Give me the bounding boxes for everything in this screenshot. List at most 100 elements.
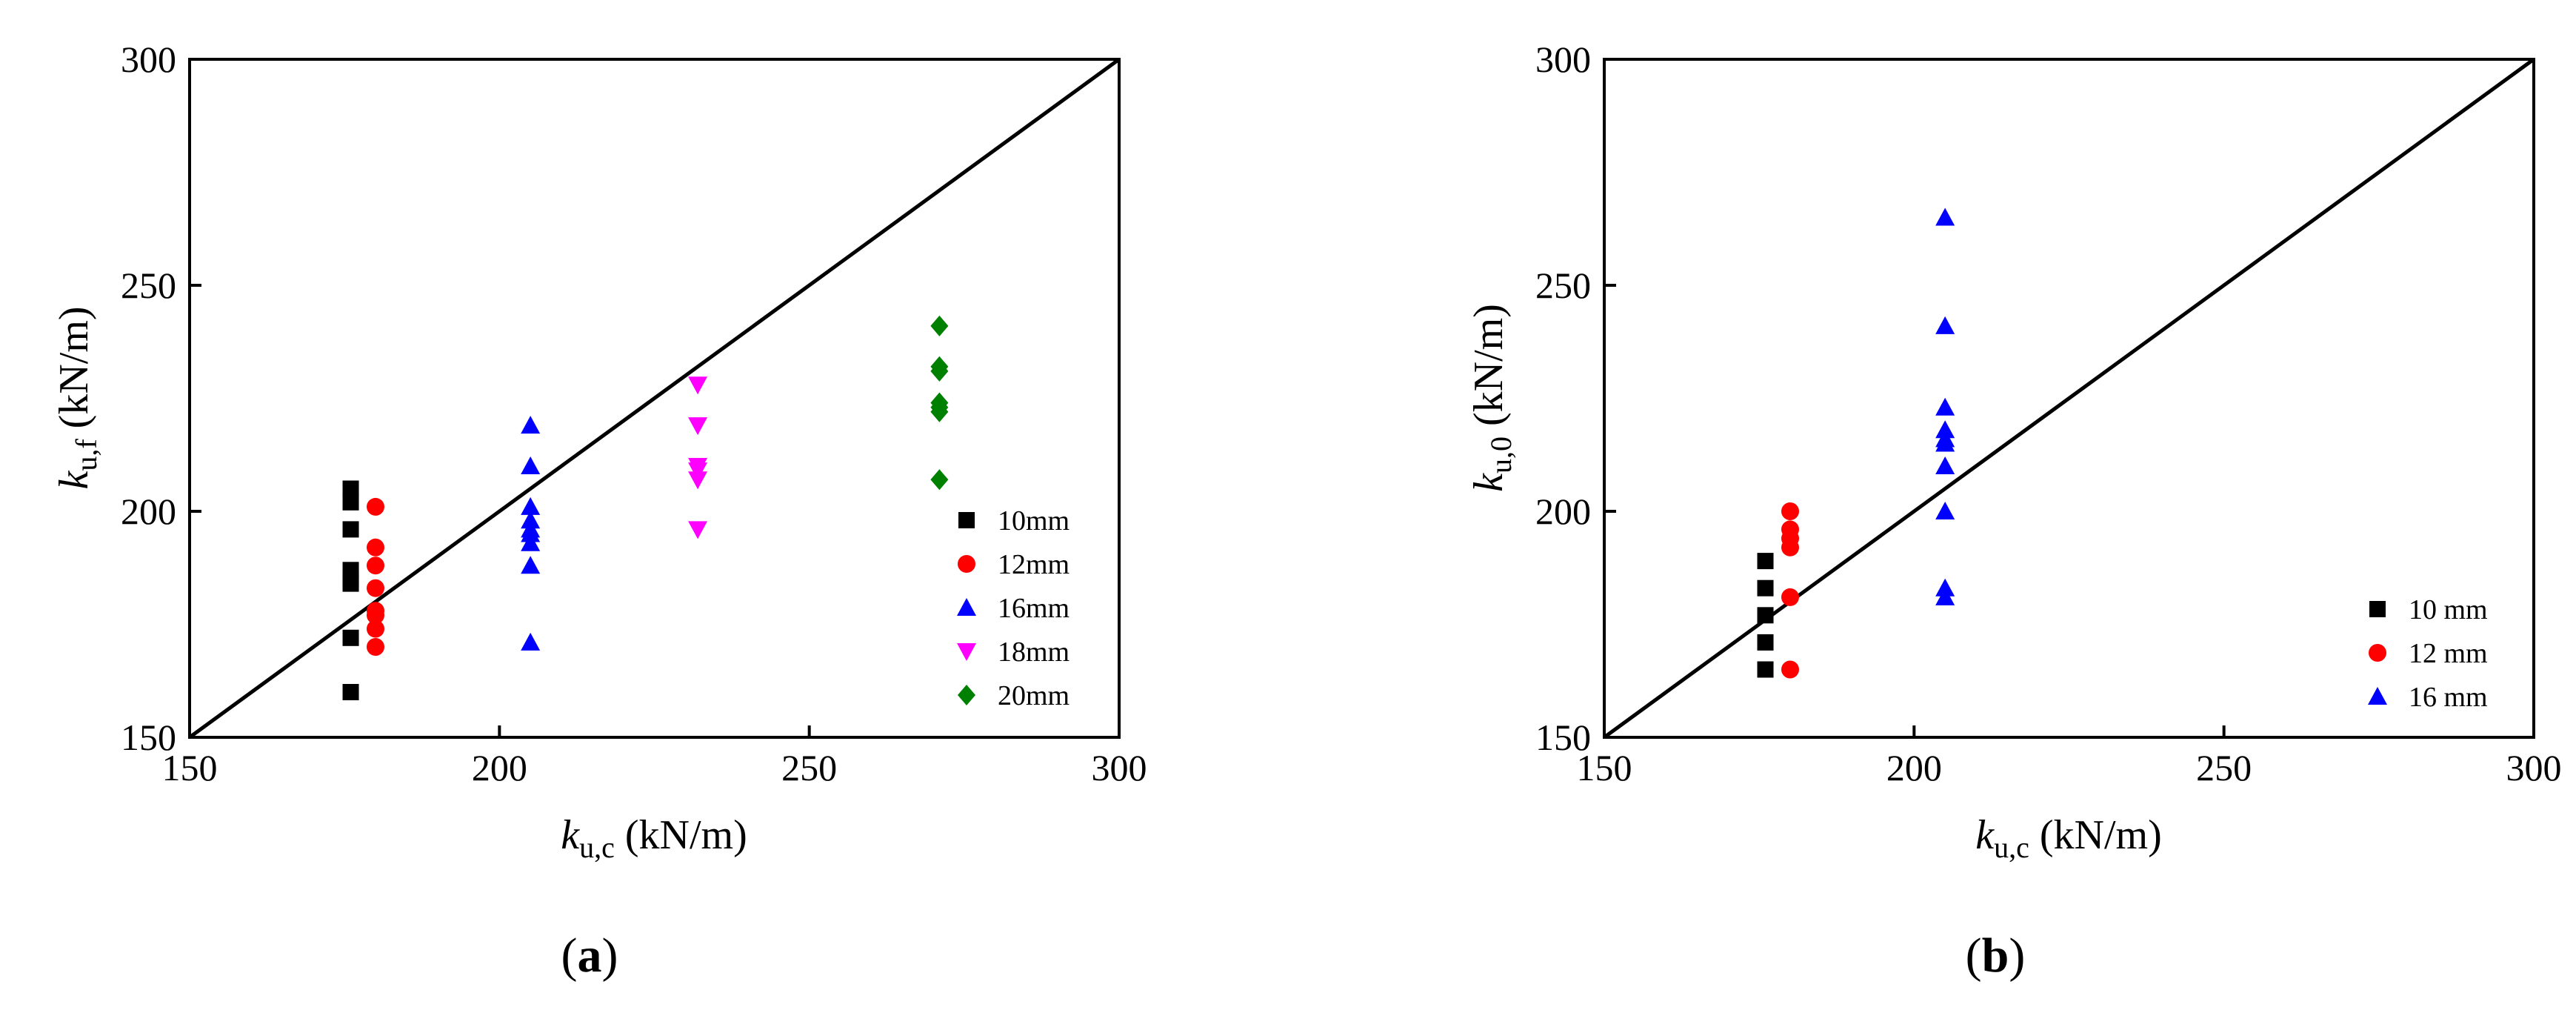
- data-point: [1757, 553, 1774, 570]
- legend-marker: [957, 598, 976, 616]
- x-tick-label: 250: [781, 747, 837, 788]
- y-tick-label: 250: [121, 265, 176, 306]
- panel-label: (b): [1966, 928, 2026, 983]
- data-point: [342, 494, 359, 511]
- legend-label: 16mm: [998, 593, 1070, 624]
- data-point: [367, 606, 384, 625]
- legend-label: 12mm: [998, 549, 1070, 580]
- data-point: [1781, 502, 1799, 520]
- y-tick-label: 250: [1535, 265, 1591, 306]
- legend-marker: [957, 643, 976, 661]
- y-axis-label: ku,0 (kN/m): [1466, 304, 1518, 492]
- panel-label: (a): [561, 928, 618, 983]
- legend-label: 20mm: [998, 680, 1070, 711]
- legend-marker: [2369, 601, 2386, 617]
- data-point: [1935, 316, 1955, 334]
- data-point: [521, 533, 541, 551]
- data-point: [367, 638, 384, 656]
- legend: 10 mm 12 mm 16 mm: [2368, 594, 2488, 713]
- data-point: [1781, 660, 1799, 679]
- reference-line: [190, 59, 1119, 737]
- data-points: [1757, 207, 1955, 679]
- y-tick-label: 200: [1535, 491, 1591, 532]
- data-point: [521, 632, 541, 651]
- data-point: [521, 416, 541, 434]
- reference-line: [1604, 59, 2534, 737]
- data-point: [367, 557, 384, 575]
- data-point: [1781, 538, 1799, 557]
- tick-marks: [1603, 58, 2535, 739]
- data-points: [342, 315, 949, 700]
- data-point: [521, 556, 541, 574]
- data-point: [1935, 456, 1955, 474]
- y-tick-label: 200: [121, 491, 176, 532]
- data-point: [521, 511, 541, 529]
- legend-marker: [2369, 644, 2386, 662]
- y-tick-label: 300: [1535, 39, 1591, 80]
- data-point: [367, 619, 384, 638]
- y-tick-label: 150: [121, 717, 176, 758]
- legend: 10mm 12mm 16mm 18mm 20mm: [957, 505, 1070, 711]
- data-point: [521, 524, 541, 542]
- data-point: [1935, 420, 1955, 439]
- legend-label: 16 mm: [2409, 682, 2488, 713]
- legend-marker: [958, 555, 975, 573]
- data-point: [1935, 207, 1955, 226]
- legend-marker: [958, 512, 975, 528]
- x-axis-label: ku,c (kN/m): [561, 812, 747, 864]
- data-point: [930, 469, 949, 491]
- legend-label: 12 mm: [2409, 638, 2488, 669]
- legend-marker: [958, 685, 975, 705]
- y-axis-label: ku,f (kN/m): [51, 306, 103, 489]
- data-point: [1757, 579, 1774, 597]
- data-point: [1757, 607, 1774, 624]
- data-point: [1781, 588, 1799, 606]
- data-point: [521, 496, 541, 515]
- y-tick-label: 300: [121, 39, 176, 80]
- data-point: [688, 462, 708, 481]
- chart-panel-a: 150 200 250 300 150 200 250 300 10mm 12mm 16mm 18m…: [51, 39, 1147, 983]
- legend-marker: [2368, 687, 2387, 705]
- x-tick-label: 150: [162, 747, 218, 788]
- x-tick-label: 300: [1092, 747, 1147, 788]
- x-tick-label: 300: [2506, 747, 2562, 788]
- plot-frame: [188, 58, 1121, 739]
- data-point: [1935, 578, 1955, 597]
- legend-label: 10mm: [998, 505, 1070, 536]
- data-point: [930, 401, 949, 422]
- x-tick-label: 200: [472, 747, 527, 788]
- data-point: [688, 471, 708, 490]
- plot-frame: [1603, 58, 2535, 739]
- data-point: [342, 521, 359, 538]
- data-point: [688, 417, 708, 436]
- tick-labels: 150 200 250 300 150 200 250 300: [121, 39, 1147, 788]
- data-point: [930, 315, 949, 336]
- tick-labels: 150 200 250 300 150 200 250 300: [1535, 39, 2562, 788]
- chart-panel-b: 150 200 250 300 150 200 250 300 10 mm 12 mm 16 mm…: [1466, 39, 2562, 983]
- data-point: [1935, 502, 1955, 519]
- x-axis-label: ku,c (kN/m): [1975, 812, 2161, 864]
- data-point: [688, 521, 708, 539]
- legend-label: 10 mm: [2409, 594, 2488, 625]
- legend-label: 18mm: [998, 637, 1070, 668]
- data-point: [1757, 634, 1774, 651]
- data-point: [930, 360, 949, 382]
- data-point: [367, 579, 384, 597]
- data-point: [342, 629, 359, 646]
- x-tick-label: 250: [2196, 747, 2252, 788]
- x-tick-label: 150: [1577, 747, 1632, 788]
- tick-marks: [188, 58, 1121, 739]
- data-point: [367, 538, 384, 557]
- data-point: [1757, 661, 1774, 678]
- x-tick-label: 200: [1886, 747, 1942, 788]
- data-point: [1935, 397, 1955, 416]
- data-point: [342, 480, 359, 497]
- y-tick-label: 150: [1535, 717, 1591, 758]
- data-point: [1935, 433, 1955, 452]
- data-point: [342, 575, 359, 592]
- data-point: [367, 497, 384, 516]
- data-point: [688, 376, 708, 395]
- data-point: [342, 684, 359, 700]
- data-point: [521, 456, 541, 474]
